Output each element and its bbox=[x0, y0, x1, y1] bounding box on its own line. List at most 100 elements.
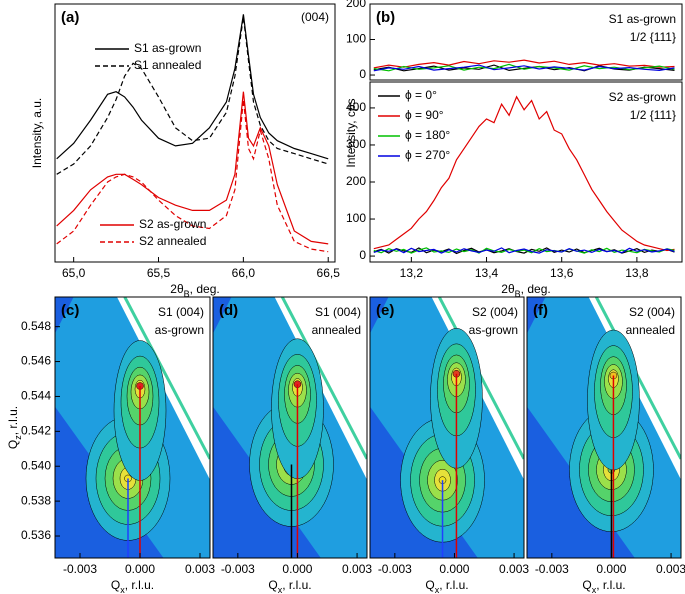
x-axis-label-part: , r.l.u. bbox=[125, 578, 154, 592]
x-axis-label-part: , r.l.u. bbox=[439, 578, 468, 592]
y-tick-label: 200 bbox=[346, 174, 366, 188]
panel-label: (b) bbox=[376, 9, 395, 26]
annotation: S2 as-grown bbox=[609, 90, 676, 104]
y-tick-label: 0.544 bbox=[21, 389, 51, 403]
x-tick-label: 0.000 bbox=[125, 562, 155, 576]
x-axis-label: Qx, r.l.u. bbox=[111, 578, 154, 594]
plot-frame bbox=[369, 81, 683, 263]
x-axis-label-part: x bbox=[278, 585, 283, 594]
x-axis-label-part: , r.l.u. bbox=[596, 578, 625, 592]
plot-frame bbox=[526, 296, 682, 559]
x-tick-label: 0.003 bbox=[499, 562, 529, 576]
annotation: S2 (004) bbox=[472, 305, 518, 319]
annotation: S1 (004) bbox=[158, 305, 204, 319]
plot-area bbox=[373, 59, 675, 72]
panel-label: (f) bbox=[533, 302, 548, 319]
x-tick-label: 66,5 bbox=[317, 266, 341, 280]
x-tick-label: 0.003 bbox=[656, 562, 685, 576]
map-streak bbox=[594, 297, 681, 460]
x-tick-label: -0.003 bbox=[535, 562, 569, 576]
map-streak bbox=[280, 297, 367, 460]
x-tick-label: 13,2 bbox=[400, 266, 424, 280]
x-tick-label: -0.003 bbox=[221, 562, 255, 576]
y-tick-label: 0.538 bbox=[21, 493, 51, 507]
data-line bbox=[373, 59, 675, 69]
annotation: 1/2 {111} bbox=[630, 108, 676, 122]
y-axis-label: Qz, r.l.u. bbox=[6, 406, 23, 449]
legend-label: S1 annealed bbox=[134, 58, 201, 72]
x-axis-label: 2θB, deg. bbox=[501, 282, 550, 299]
panel-label: (c) bbox=[61, 302, 79, 319]
plot-area bbox=[56, 14, 329, 253]
x-tick-label: 65,5 bbox=[147, 266, 171, 280]
y-axis-label-part: Q bbox=[6, 440, 20, 449]
plot-frame bbox=[54, 296, 211, 559]
y-tick-label: 100 bbox=[346, 32, 366, 46]
x-tick-label: 0.000 bbox=[282, 562, 312, 576]
legend-label: ϕ = 270° bbox=[405, 148, 450, 162]
data-line bbox=[373, 247, 675, 254]
plot-frame bbox=[369, 296, 525, 559]
data-line bbox=[56, 14, 329, 160]
x-axis-label-part: Q bbox=[582, 578, 591, 592]
x-tick-label: 13,6 bbox=[550, 266, 574, 280]
x-axis-label-part: x bbox=[120, 585, 125, 594]
annotation: S2 (004) bbox=[629, 305, 675, 319]
map-streak bbox=[123, 297, 210, 460]
legend-label: S2 as-grown bbox=[139, 217, 206, 231]
y-tick-label: 200 bbox=[346, 0, 366, 10]
legend-label: ϕ = 0° bbox=[405, 88, 437, 102]
x-tick-label: -0.003 bbox=[63, 562, 97, 576]
y-axis-label-part: z bbox=[13, 435, 23, 440]
y-tick-label: 300 bbox=[346, 137, 366, 151]
x-tick-label: 65,0 bbox=[62, 266, 86, 280]
plot-frame bbox=[369, 3, 683, 81]
x-axis-label-part: Q bbox=[268, 578, 277, 592]
data-line bbox=[373, 247, 675, 254]
panel-label: (a) bbox=[61, 9, 79, 26]
data-line bbox=[56, 99, 329, 253]
x-axis-label-part: 2θ bbox=[170, 282, 184, 296]
x-tick-label: 66,0 bbox=[232, 266, 256, 280]
x-axis-label: 2θB, deg. bbox=[170, 282, 219, 299]
x-axis-label-part: B bbox=[184, 289, 190, 299]
data-line bbox=[373, 63, 675, 72]
annotation: (004) bbox=[301, 10, 329, 24]
plot-area bbox=[370, 297, 524, 558]
y-tick-label: 0.542 bbox=[21, 424, 51, 438]
x-tick-label: 0.003 bbox=[342, 562, 372, 576]
y-tick-label: 0.548 bbox=[21, 319, 51, 333]
map-streak bbox=[437, 297, 524, 460]
data-line bbox=[56, 91, 329, 245]
y-tick-label: 0 bbox=[359, 67, 366, 81]
x-axis-label-part: , deg. bbox=[190, 282, 220, 296]
x-tick-label: 13,8 bbox=[625, 266, 649, 280]
annotation: 1/2 {111} bbox=[630, 30, 676, 44]
y-tick-label: 100 bbox=[346, 211, 366, 225]
legend-label: ϕ = 90° bbox=[405, 108, 444, 122]
x-tick-label: 0.003 bbox=[185, 562, 215, 576]
panel-label: (e) bbox=[376, 302, 394, 319]
data-line bbox=[56, 16, 329, 175]
y-tick-label: 400 bbox=[346, 100, 366, 114]
x-axis-label-part: Q bbox=[425, 578, 434, 592]
data-line bbox=[373, 95, 675, 252]
annotation: annealed bbox=[626, 323, 675, 337]
panel-label: (d) bbox=[219, 302, 238, 319]
annotation: S1 (004) bbox=[315, 305, 361, 319]
legend-label: S1 as-grown bbox=[134, 41, 201, 55]
x-axis-label-part: x bbox=[435, 585, 440, 594]
plot-area bbox=[527, 297, 681, 558]
data-line bbox=[373, 64, 675, 72]
plot-frame bbox=[54, 3, 336, 263]
x-axis-label-part: 2θ bbox=[501, 282, 515, 296]
annotation: as-grown bbox=[155, 323, 204, 337]
plot-area bbox=[213, 297, 367, 558]
annotation: S1 as-grown bbox=[609, 12, 676, 26]
x-tick-label: 13,4 bbox=[475, 266, 499, 280]
y-tick-label: 0.540 bbox=[21, 458, 51, 472]
x-tick-label: -0.003 bbox=[378, 562, 412, 576]
x-axis-label: Qx, r.l.u. bbox=[425, 578, 468, 594]
